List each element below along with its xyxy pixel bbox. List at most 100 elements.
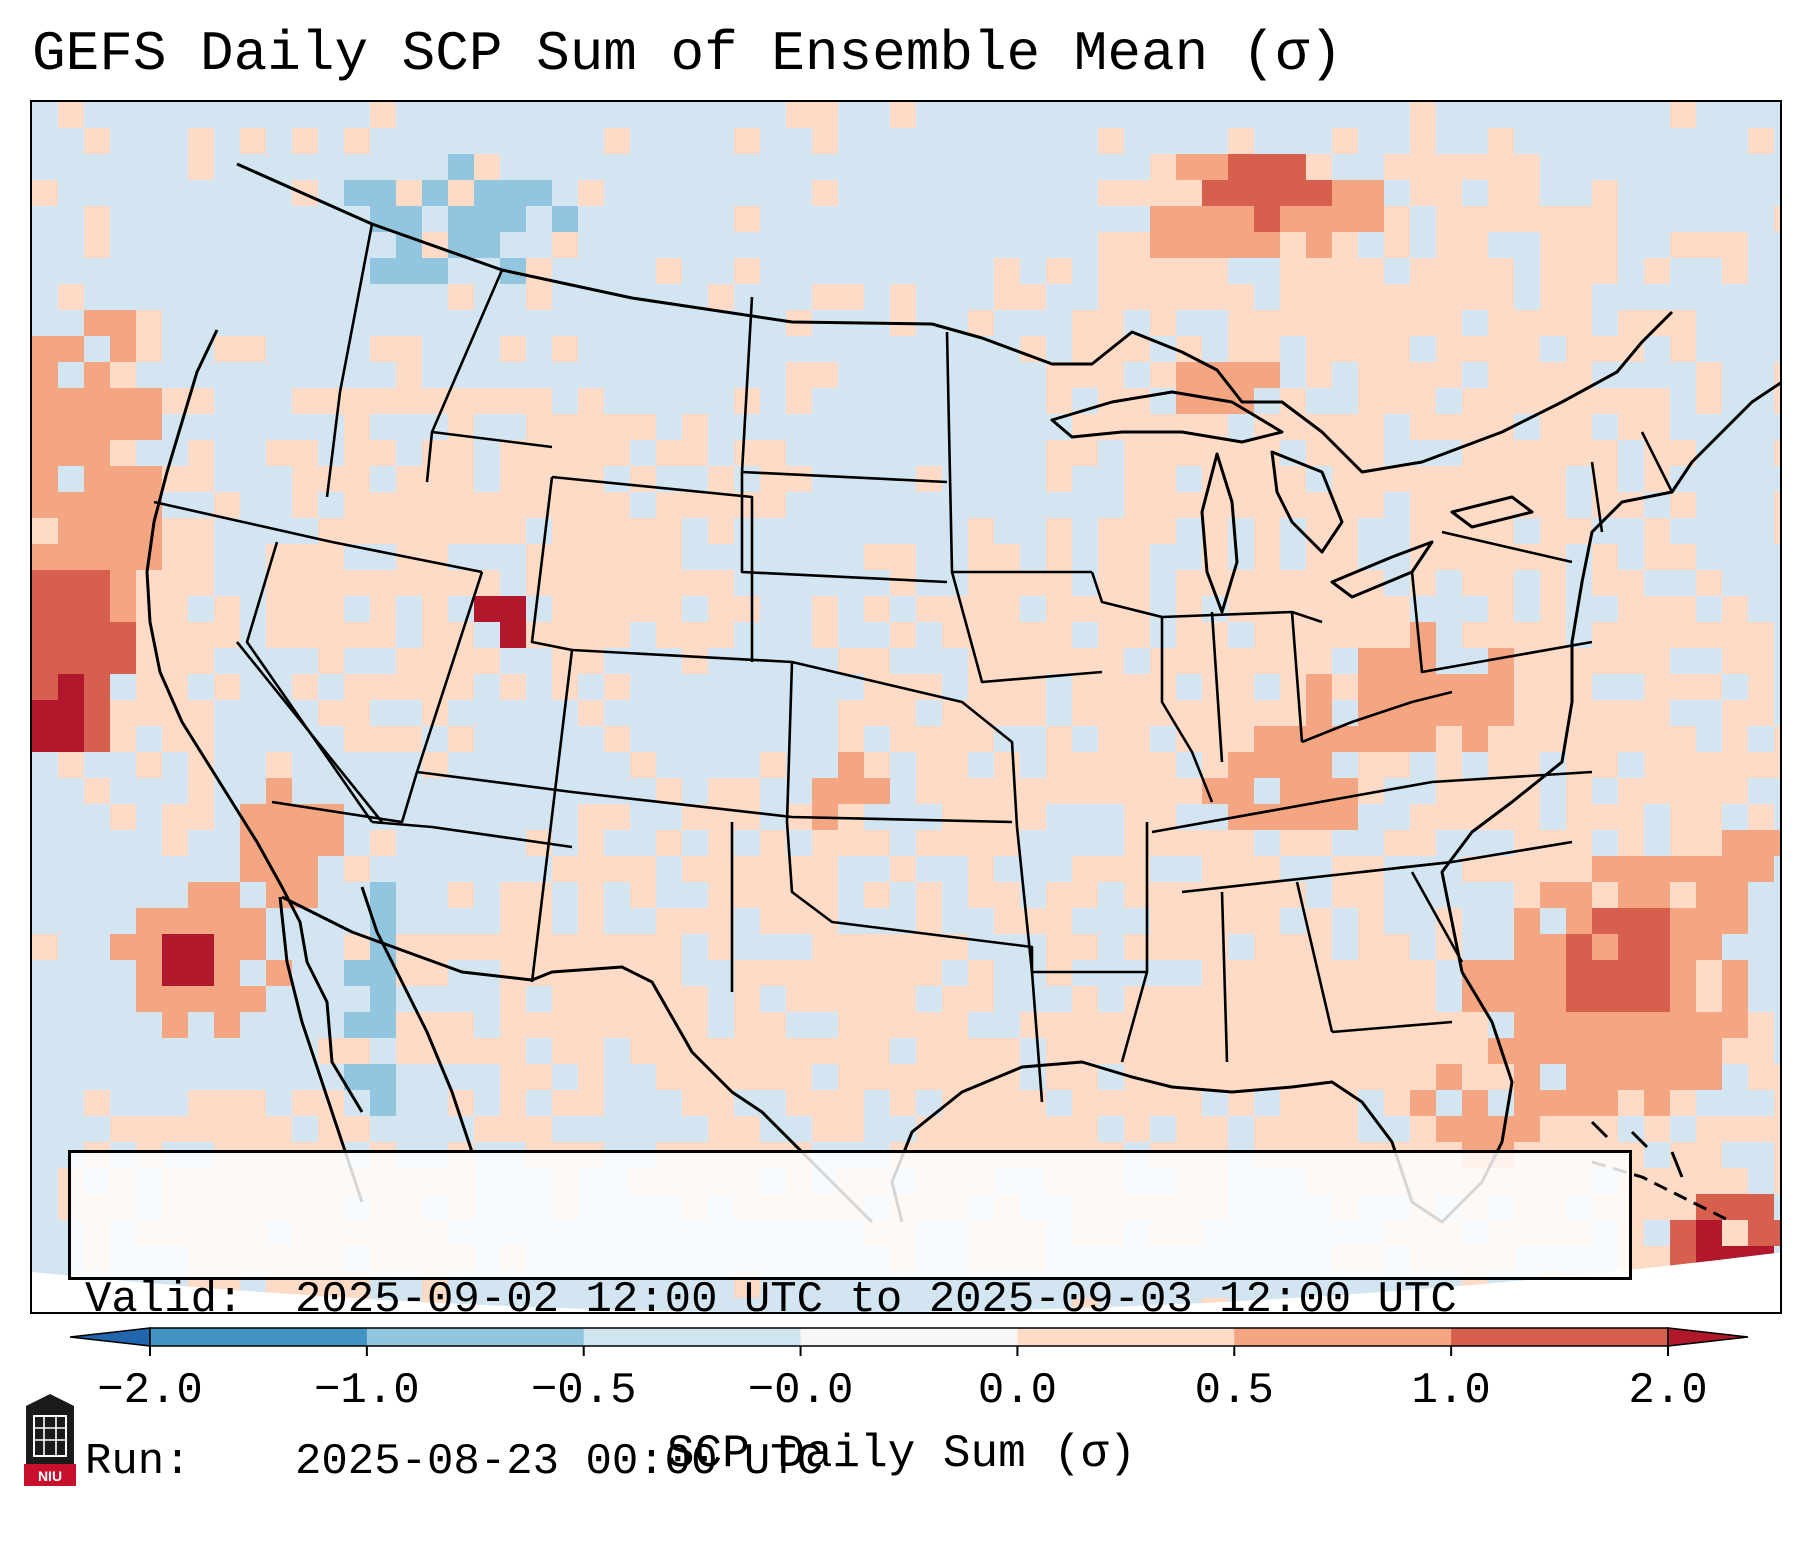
canada-us-border [236,162,1674,474]
scp-grid-cell [1384,960,1410,986]
scp-grid-cell [1046,570,1072,596]
scp-grid-cell [1670,1090,1696,1116]
scp-grid-cell [84,232,110,258]
scp-grid-cell [1670,336,1696,362]
scp-grid-cell [1748,700,1774,726]
scp-grid-cell [1722,1012,1748,1038]
colorbar-over-extension [1667,1327,1749,1347]
scp-grid-cell [1514,726,1540,752]
scp-grid-cell [1514,674,1540,700]
scp-grid-cell [812,856,838,882]
scp-grid-cell [656,908,682,934]
scp-grid-cell [1722,258,1748,284]
scp-grid-cell [1774,1168,1780,1194]
scp-grid-cell [1254,622,1280,648]
scp-grid-cell [1774,518,1780,544]
scp-grid-cell [500,1038,526,1064]
scp-grid-cell [1410,1038,1436,1064]
scp-grid-cell [162,804,188,830]
scp-grid-cell [58,414,84,440]
scp-grid-cell [1410,466,1436,492]
scp-grid-cell [968,1090,994,1116]
scp-grid-cell [1696,752,1722,778]
scp-grid-cell [1254,934,1280,960]
scp-grid-cell [1722,856,1748,882]
scp-grid-cell [1254,752,1280,778]
scp-grid-cell [1254,570,1280,596]
scp-grid-cell [32,674,58,700]
scp-grid-cell [994,284,1020,310]
scp-grid-cell [188,518,214,544]
scp-grid-cell [1670,596,1696,622]
scp-grid-cell [1098,518,1124,544]
scp-grid-cell [578,804,604,830]
scp-grid-cell [1280,1116,1306,1142]
scp-grid-cell [110,622,136,648]
scp-grid-cell [136,934,162,960]
scp-grid-cell [1748,648,1774,674]
scp-grid-cell [344,466,370,492]
scp-grid-cell [318,544,344,570]
scp-grid-cell [812,362,838,388]
scp-grid-cell [1670,986,1696,1012]
scp-grid-cell [1748,622,1774,648]
scp-grid-cell [1124,388,1150,414]
scp-grid-cell [1358,336,1384,362]
scp-grid-cell [1540,856,1566,882]
scp-grid-cell [1176,362,1202,388]
scp-grid-cell [1514,206,1540,232]
scp-grid-cell [1280,934,1306,960]
scp-grid-cell [162,726,188,752]
scp-grid-cell [1514,934,1540,960]
scp-grid-cell [708,830,734,856]
scp-grid-cell [604,544,630,570]
scp-grid-cell [552,856,578,882]
scp-grid-cell [578,544,604,570]
scp-grid-cell [1566,1064,1592,1090]
scp-grid-cell [1488,570,1514,596]
scp-grid-cell [214,986,240,1012]
scp-grid-cell [1514,804,1540,830]
scp-grid-cell [968,960,994,986]
scp-grid-cell [1670,804,1696,830]
scp-grid-cell [1592,232,1618,258]
scp-grid-cell [1280,648,1306,674]
scp-grid-cell [1540,726,1566,752]
scp-grid-cell [1436,362,1462,388]
scp-grid-cell [1618,726,1644,752]
scp-grid-cell [1124,726,1150,752]
scp-grid-cell [1462,1116,1488,1142]
scp-grid-cell [838,778,864,804]
scp-grid-cell [136,700,162,726]
scp-grid-cell [708,492,734,518]
scp-grid-cell [1228,206,1254,232]
scp-grid-cell [916,1116,942,1142]
scp-grid-cell [942,830,968,856]
scp-grid-cell [1384,830,1410,856]
scp-grid-cell [1254,518,1280,544]
scp-grid-cell [708,1116,734,1142]
scp-grid-cell [58,518,84,544]
scp-grid-cell [136,986,162,1012]
scp-grid-cell [1514,960,1540,986]
scp-grid-cell [474,596,500,622]
scp-grid-cell [1670,752,1696,778]
scp-grid-cell [994,830,1020,856]
scp-grid-cell [1488,336,1514,362]
scp-grid-cell [1280,700,1306,726]
scp-grid-cell [84,362,110,388]
scp-grid-cell [1488,1116,1514,1142]
scp-grid-cell [1280,1090,1306,1116]
scp-grid-cell [1566,778,1592,804]
scp-grid-cell [630,596,656,622]
scp-grid-cell [1332,544,1358,570]
scp-grid-cell [890,1064,916,1090]
scp-grid-cell [760,492,786,518]
scp-grid-cell [1566,856,1592,882]
scp-grid-cell [1696,960,1722,986]
scp-grid-cell [1774,726,1780,752]
scp-grid-cell [604,440,630,466]
scp-grid-cell [110,544,136,570]
scp-grid-cell [968,518,994,544]
scp-grid-cell [1332,882,1358,908]
